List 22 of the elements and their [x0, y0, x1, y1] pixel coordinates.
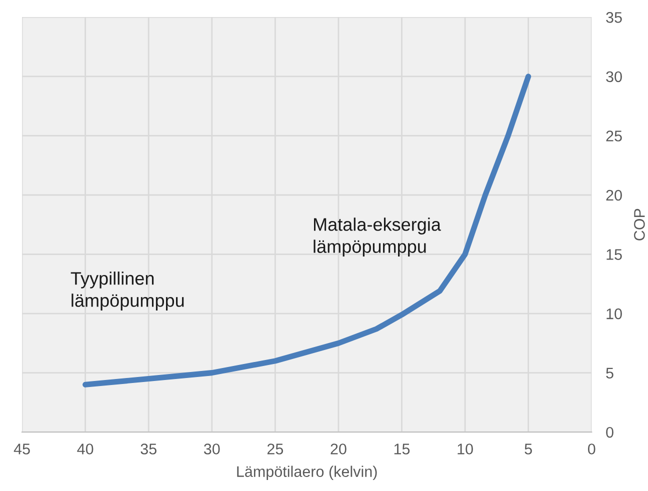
- x-tick-label: 35: [140, 444, 156, 454]
- y-tick-label: 10: [606, 308, 622, 320]
- x-tick-label: 10: [458, 444, 473, 454]
- annotation: Matala-eksergia lämpöpumppu: [314, 218, 441, 257]
- y-tick-label: 0: [606, 426, 614, 438]
- x-tick-label: 0: [588, 444, 596, 454]
- y-tick-label: 20: [606, 190, 622, 201]
- x-tick-label: 30: [204, 444, 220, 454]
- x-tick-label: 15: [394, 444, 410, 454]
- annotation: Tyypillinen lämpöpumppu: [70, 272, 184, 310]
- x-tick-label: 40: [77, 444, 94, 454]
- x-tick-label: 25: [267, 444, 284, 454]
- y-axis-title: COP: [634, 208, 645, 240]
- x-tick-label: 5: [524, 444, 532, 454]
- y-tick-label: 25: [606, 130, 622, 142]
- x-tick-label: 45: [14, 444, 30, 454]
- y-tick-label: 30: [606, 71, 622, 82]
- y-tick-label: 5: [606, 368, 614, 378]
- y-tick-label: 15: [606, 249, 622, 260]
- y-tick-label: 35: [606, 12, 622, 23]
- x-axis-title: Lämpötilaero (kelvin): [237, 466, 377, 480]
- x-tick-label: 20: [330, 444, 346, 454]
